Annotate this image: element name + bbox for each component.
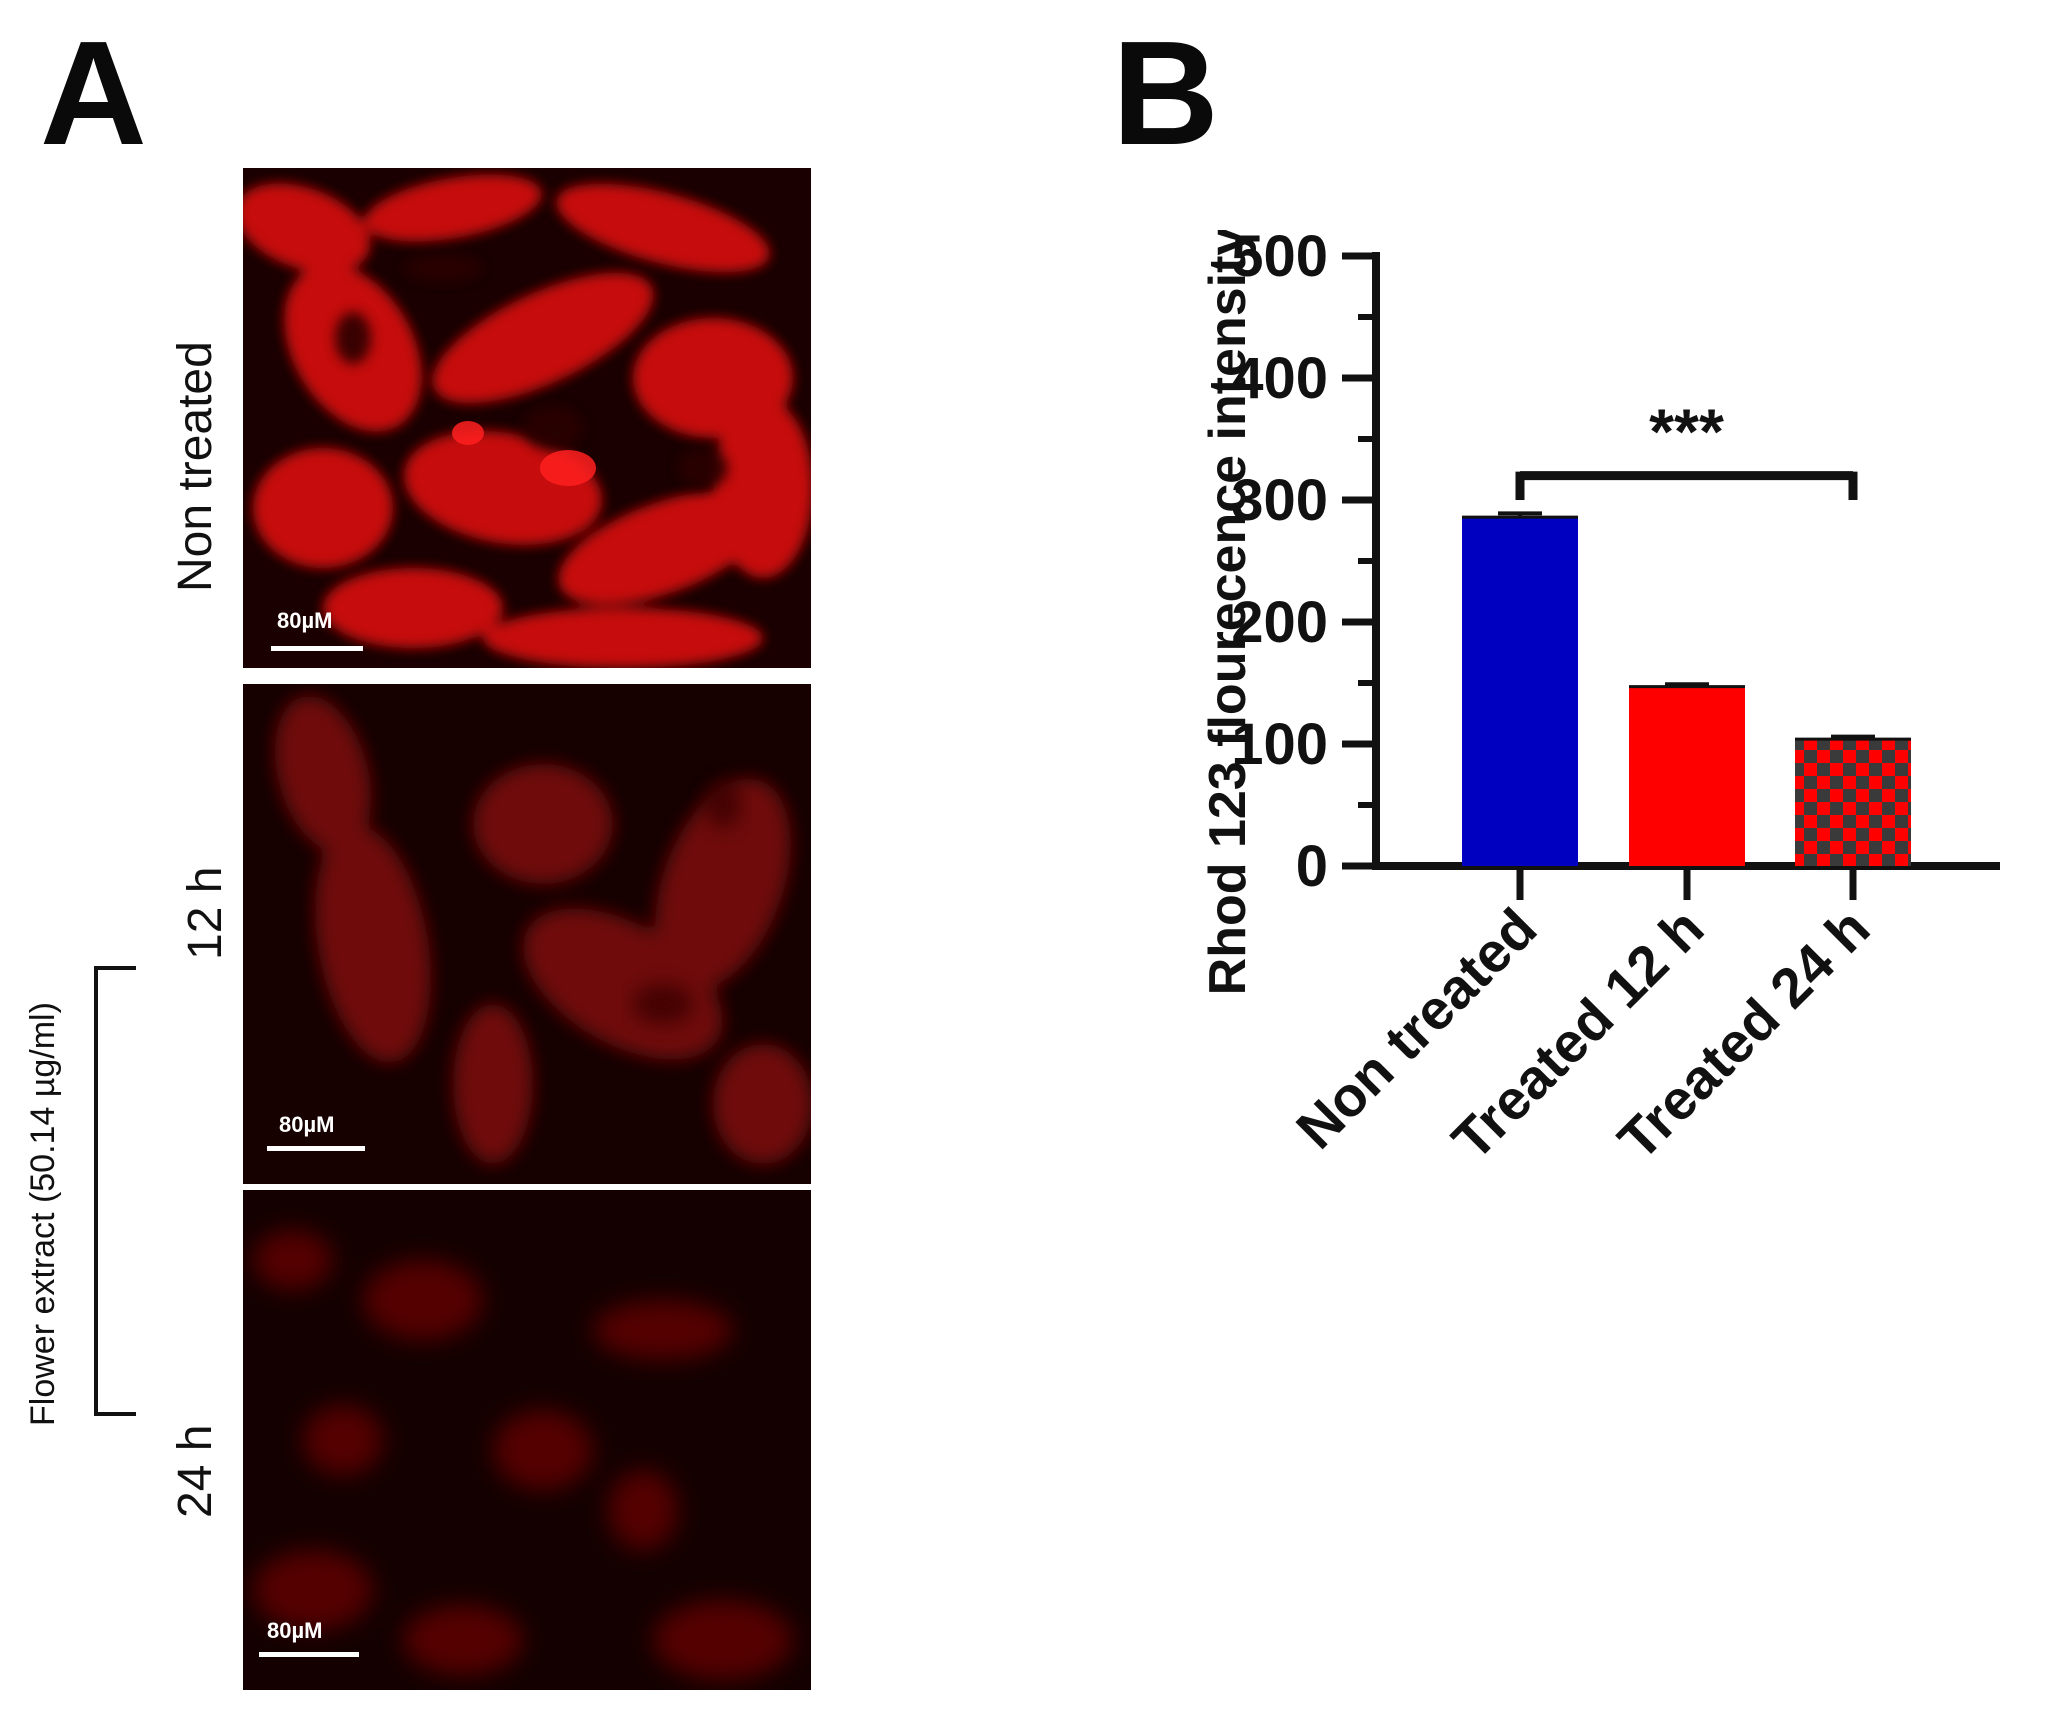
y-tick-label: 100 [1231, 712, 1328, 777]
micrograph-image-non-treated [243, 168, 811, 668]
scale-bar-label: 80µM [279, 1112, 335, 1137]
y-tick-label: 500 [1231, 230, 1328, 289]
scale-bar-label: 80µM [267, 1618, 323, 1643]
significance-label: *** [1649, 396, 1724, 468]
row-label-12h: 12 h [179, 866, 232, 960]
micrograph-image-12h [243, 684, 811, 1184]
panel-letter-b: B [1112, 11, 1219, 176]
y-tick-label: 0 [1296, 834, 1328, 899]
micrograph-12h: 80µM [243, 684, 811, 1184]
y-axis-label: Rhod 123 flourecence intensity [1199, 230, 1257, 995]
y-tick-label: 200 [1231, 590, 1328, 655]
group-label-flower-extract: Flower extract (50.14 µg/ml) [24, 1002, 62, 1426]
micrograph-24h: 80µM [243, 1190, 811, 1690]
panel-letter-a: A [40, 11, 147, 176]
micrograph-image-24h [243, 1190, 811, 1690]
scale-bar [271, 646, 363, 651]
row-label-non-treated: Non treated [169, 341, 222, 592]
bar-2 [1629, 686, 1745, 866]
row-label-24h: 24 h [169, 1424, 222, 1518]
y-tick-label: 300 [1231, 468, 1328, 533]
y-tick-label: 400 [1231, 346, 1328, 411]
scale-bar [259, 1652, 359, 1657]
scale-bar-label: 80µM [277, 608, 333, 633]
micrograph-non-treated: 80µM [243, 168, 811, 668]
bar-1 [1462, 517, 1578, 866]
group-bracket [94, 966, 136, 1416]
bar-3 [1795, 739, 1911, 866]
scale-bar [267, 1146, 365, 1151]
